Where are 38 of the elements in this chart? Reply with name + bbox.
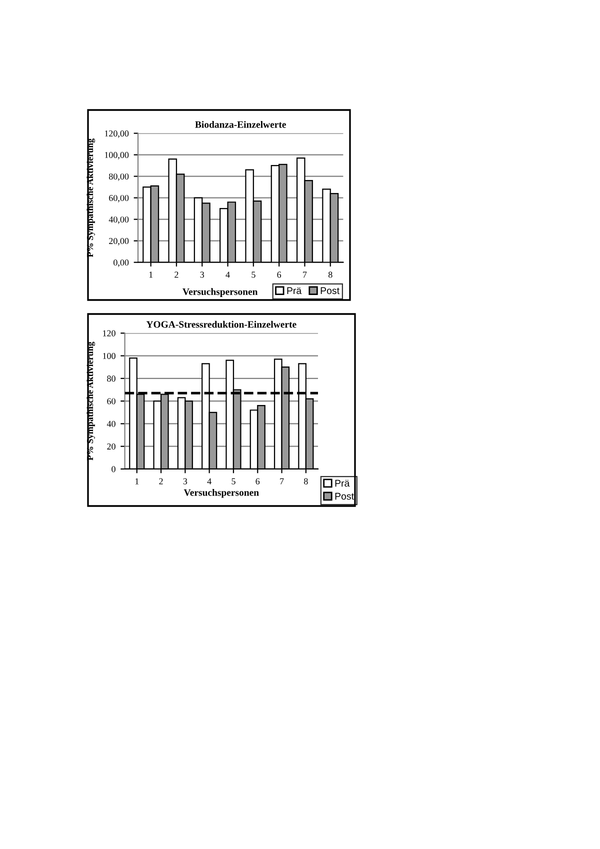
legend-label: Prä <box>335 480 350 487</box>
legend-label: Post <box>335 492 354 500</box>
y-tick-label: 80 <box>107 376 116 382</box>
y-tick-label: 20 <box>107 443 116 450</box>
x-tick-label: 7 <box>280 478 284 484</box>
y-tick-label: 40 <box>106 420 116 427</box>
y-tick-label: 100,00 <box>104 152 129 160</box>
x-tick-label: 1 <box>135 478 139 484</box>
y-tick-label: 40,00 <box>108 216 129 224</box>
x-tick-label: 4 <box>207 478 212 484</box>
chart-title: YOGA-Stressreduktion-Einzelwerte <box>146 320 296 328</box>
y-tick-label: 80,00 <box>109 173 129 181</box>
x-tick-label: 7 <box>303 272 307 278</box>
x-tick-label: 5 <box>232 478 236 484</box>
x-tick-label: 3 <box>200 272 204 278</box>
legend-label: Post <box>320 287 340 294</box>
y-tick-label: 100 <box>103 352 116 360</box>
y-tick-label: 0 <box>112 466 116 472</box>
x-tick-label: 4 <box>226 272 230 278</box>
x-tick-label: 2 <box>174 272 178 278</box>
y-tick-label: 120 <box>103 330 116 336</box>
legend-label: Prä <box>287 287 302 294</box>
chart-title: Biodanza-Einzelwerte <box>195 120 286 128</box>
x-tick-label: 6 <box>277 272 282 278</box>
x-tick-label: 5 <box>252 272 256 278</box>
x-tick-label: 3 <box>183 478 188 484</box>
y-tick-label: 120,00 <box>104 130 129 138</box>
x-tick-label: 8 <box>304 478 308 484</box>
x-axis-title: Versuchspersonen <box>184 488 259 498</box>
x-tick-label: 2 <box>159 478 163 484</box>
y-tick-label: 60,00 <box>109 194 129 202</box>
y-tick-label: 60 <box>107 398 116 404</box>
x-axis-title: Versuchspersonen <box>182 288 258 297</box>
x-tick-label: 8 <box>328 272 332 278</box>
x-tick-label: 1 <box>149 272 153 278</box>
y-tick-label: 0,00 <box>114 259 129 267</box>
y-tick-label: 20,00 <box>109 238 129 246</box>
x-tick-label: 6 <box>256 478 260 484</box>
